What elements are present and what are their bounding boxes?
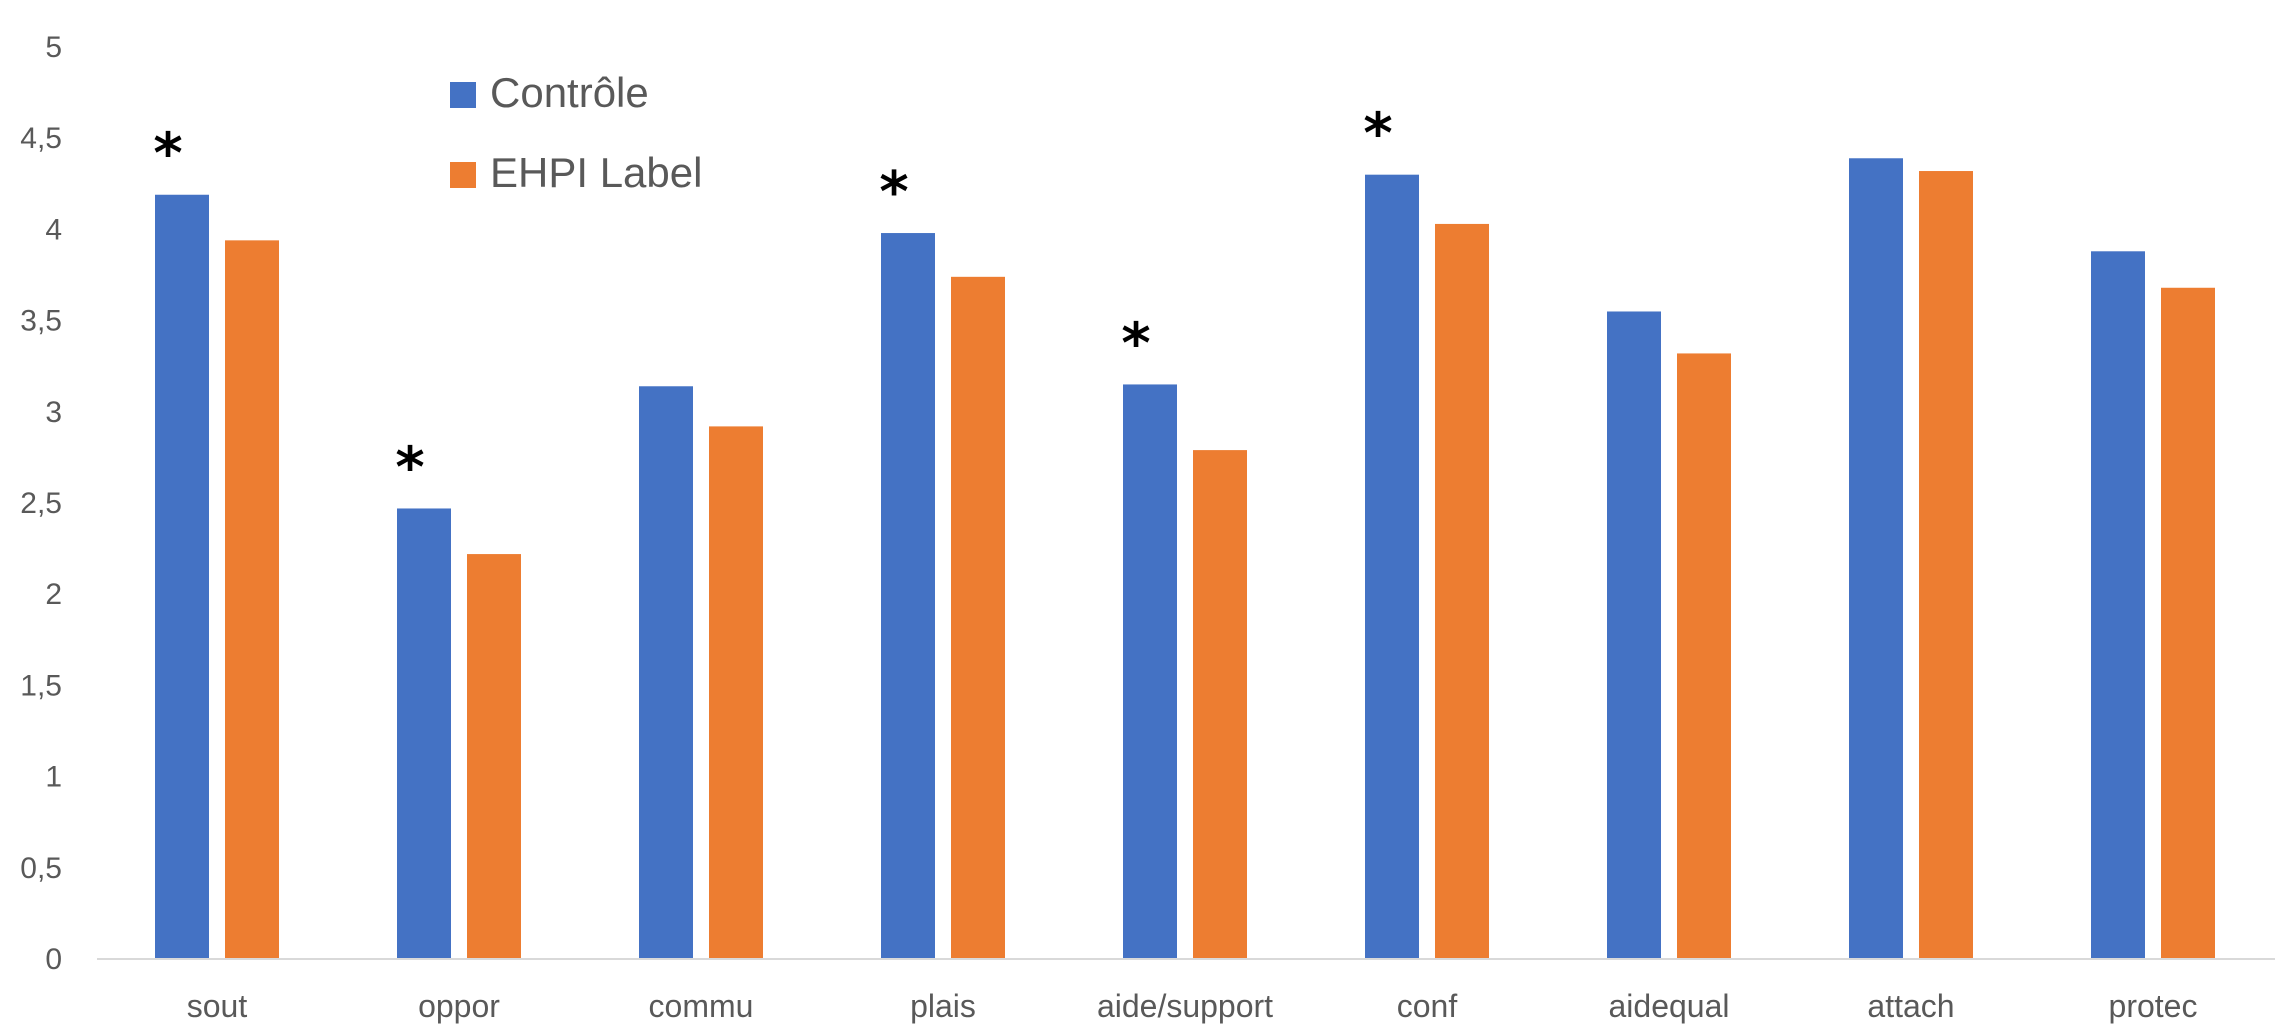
bar-controle-conf [1365,174,1419,959]
significance-asterisk: * [153,122,182,187]
bar-ehpi-label-commu [709,426,763,960]
x-tick-label: protec [2109,988,2198,1024]
x-tick-label: sout [187,988,248,1024]
x-axis: sout oppor commu plais aide/support conf aideq… [187,988,2198,1024]
significance-asterisk: * [1363,102,1392,167]
y-tick-label: 1 [45,761,62,794]
y-tick-label: 0 [45,943,62,976]
x-tick-label: conf [1397,988,1458,1024]
x-tick-label: aidequal [1609,988,1730,1024]
x-tick-label: commu [649,988,754,1024]
x-tick-label: oppor [418,988,500,1024]
significance-asterisk: * [879,160,908,225]
legend-label: EHPI Label [490,149,702,196]
legend-label: Contrôle [490,69,649,116]
bar-controle-attach [1849,158,1903,959]
y-tick-label: 0,5 [20,852,62,885]
bar-ehpi-label-conf [1435,223,1489,960]
x-tick-label: attach [1867,988,1954,1024]
y-tick-label: 2,5 [20,487,62,520]
bar-ehpi-label-aide-support [1193,450,1247,959]
bar-controle-aide-support [1123,384,1177,959]
bar-ehpi-label-protec [2161,287,2215,959]
bar-controle-plais [881,233,935,960]
bar-controle-oppor [397,508,451,959]
significance-asterisk: * [1121,311,1150,376]
bars [155,158,2215,960]
legend: Contrôle EHPI Label [450,69,702,196]
y-tick-label: 1,5 [20,669,62,702]
y-tick-label: 3,5 [20,305,62,338]
legend-swatch [450,82,476,108]
bar-controle-protec [2091,251,2145,960]
x-tick-label: aide/support [1097,988,1273,1024]
legend-swatch [450,162,476,188]
bar-ehpi-label-attach [1919,171,1973,960]
significance-marks: * * * * * [153,102,1392,501]
bar-ehpi-label-plais [951,276,1005,960]
x-tick-label: plais [910,988,976,1024]
significance-asterisk: * [395,435,424,500]
y-tick-label: 4 [45,213,62,246]
bar-controle-aidequal [1607,311,1661,960]
y-tick-label: 3 [45,396,62,429]
y-tick-label: 4,5 [20,122,62,155]
y-tick-label: 5 [45,31,62,64]
bar-controle-sout [155,194,209,959]
y-tick-label: 2 [45,578,62,611]
bar-ehpi-label-oppor [467,554,521,959]
bar-ehpi-label-aidequal [1677,353,1731,959]
bar-controle-commu [639,386,693,959]
bar-ehpi-label-sout [225,240,279,959]
y-axis: 0 0,5 1 1,5 2 2,5 3 3,5 4 4,5 5 [20,31,62,976]
